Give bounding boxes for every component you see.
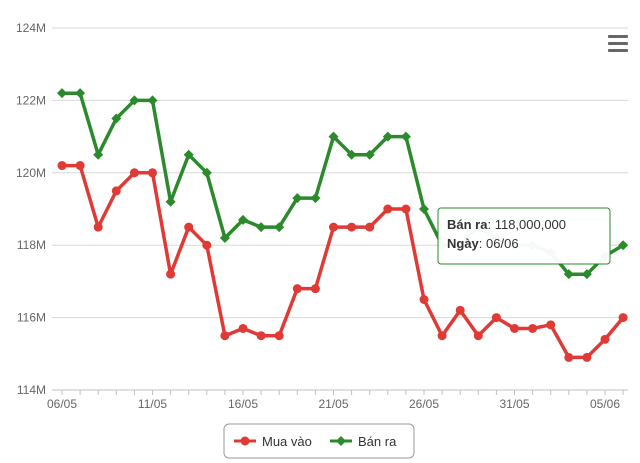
y-tick-label: 116M xyxy=(17,311,46,325)
legend: Mua vào Bán ra xyxy=(223,423,415,459)
data-point[interactable] xyxy=(473,331,483,341)
data-point[interactable] xyxy=(455,305,465,315)
legend-marker-ban-ra xyxy=(336,436,346,446)
data-point[interactable] xyxy=(564,352,574,362)
data-point[interactable] xyxy=(582,352,592,362)
data-point[interactable] xyxy=(111,186,121,196)
data-point[interactable] xyxy=(219,232,230,243)
data-point[interactable] xyxy=(491,313,501,323)
data-point[interactable] xyxy=(57,88,67,99)
data-point[interactable] xyxy=(166,269,176,279)
y-tick-label: 120M xyxy=(16,166,46,180)
data-point[interactable] xyxy=(401,204,411,214)
data-point[interactable] xyxy=(129,168,139,178)
data-point[interactable] xyxy=(618,313,628,323)
legend-label-ban-ra: Bán ra xyxy=(358,434,397,449)
tooltip-label-2: Ngày xyxy=(447,236,480,251)
data-point[interactable] xyxy=(147,95,158,106)
data-point[interactable] xyxy=(201,167,212,178)
tooltip-label-1: Bán ra xyxy=(447,217,488,232)
data-point[interactable] xyxy=(347,222,357,232)
data-point[interactable] xyxy=(75,161,85,171)
legend-item-mua-vao[interactable]: Mua vào xyxy=(234,434,312,449)
data-point[interactable] xyxy=(400,131,411,142)
data-point[interactable] xyxy=(184,222,194,232)
data-point[interactable] xyxy=(365,222,375,232)
x-tick-label: 26/05 xyxy=(409,397,439,411)
data-point[interactable] xyxy=(274,331,284,341)
data-point[interactable] xyxy=(183,149,194,160)
x-tick-label: 21/05 xyxy=(318,397,348,411)
x-tick-label: 31/05 xyxy=(499,397,529,411)
y-tick-label: 122M xyxy=(16,93,46,107)
data-point[interactable] xyxy=(563,269,574,280)
x-tick-label: 11/05 xyxy=(138,397,167,411)
legend-marker-mua-vao xyxy=(240,436,250,446)
data-point[interactable] xyxy=(292,284,302,294)
y-axis: 114M 116M 118M 120M 122M 124M xyxy=(16,21,46,397)
svg-text:Bán ra: 118,000,000: Bán ra: 118,000,000 xyxy=(447,217,566,232)
data-point[interactable] xyxy=(256,222,267,233)
legend-label-mua-vao: Mua vào xyxy=(262,434,312,449)
data-point[interactable] xyxy=(383,204,393,214)
series-0 xyxy=(57,161,628,362)
tooltip-value-2: : 06/06 xyxy=(479,236,519,251)
data-point[interactable] xyxy=(328,131,339,142)
data-point[interactable] xyxy=(618,240,629,251)
data-point[interactable] xyxy=(75,88,86,99)
x-tick-label: 05/06 xyxy=(590,397,620,411)
data-point[interactable] xyxy=(93,149,104,160)
tooltip: Bán ra: 118,000,000 Ngày: 06/06 xyxy=(437,207,611,265)
data-point[interactable] xyxy=(165,196,176,207)
data-point[interactable] xyxy=(129,95,140,106)
data-point[interactable] xyxy=(329,222,338,232)
data-point[interactable] xyxy=(93,222,103,232)
data-point[interactable] xyxy=(202,240,212,250)
data-point[interactable] xyxy=(581,269,592,280)
data-point[interactable] xyxy=(238,323,248,333)
data-point[interactable] xyxy=(528,323,538,333)
data-point[interactable] xyxy=(382,131,393,142)
data-point[interactable] xyxy=(274,222,285,233)
x-axis: 06/05 11/05 16/05 21/05 26/05 31/05 05/06 xyxy=(47,389,628,411)
data-point[interactable] xyxy=(310,284,320,294)
data-point[interactable] xyxy=(220,331,230,341)
data-point[interactable] xyxy=(292,193,303,204)
y-tick-label: 118M xyxy=(17,238,46,252)
data-point[interactable] xyxy=(510,323,519,333)
x-tick-label: 16/05 xyxy=(228,397,258,411)
menu-icon[interactable] xyxy=(608,35,628,52)
data-point[interactable] xyxy=(364,149,375,160)
data-point[interactable] xyxy=(437,331,447,341)
data-point[interactable] xyxy=(346,149,357,160)
y-tick-label: 114M xyxy=(17,383,46,397)
data-point[interactable] xyxy=(419,204,429,214)
data-point[interactable] xyxy=(111,113,122,124)
svg-text:Ngày: 06/06: Ngày: 06/06 xyxy=(447,236,519,251)
y-tick-label: 124M xyxy=(16,21,46,35)
legend-item-ban-ra[interactable]: Bán ra xyxy=(330,434,397,449)
data-point[interactable] xyxy=(310,193,321,204)
data-point[interactable] xyxy=(600,334,610,344)
data-point[interactable] xyxy=(256,331,266,341)
data-point[interactable] xyxy=(419,295,429,304)
data-point[interactable] xyxy=(57,161,67,171)
data-point[interactable] xyxy=(546,320,556,330)
x-tick-label: 06/05 xyxy=(47,397,77,411)
tooltip-value-1: : 118,000,000 xyxy=(487,217,566,232)
data-point[interactable] xyxy=(148,168,157,178)
data-point[interactable] xyxy=(238,214,248,225)
